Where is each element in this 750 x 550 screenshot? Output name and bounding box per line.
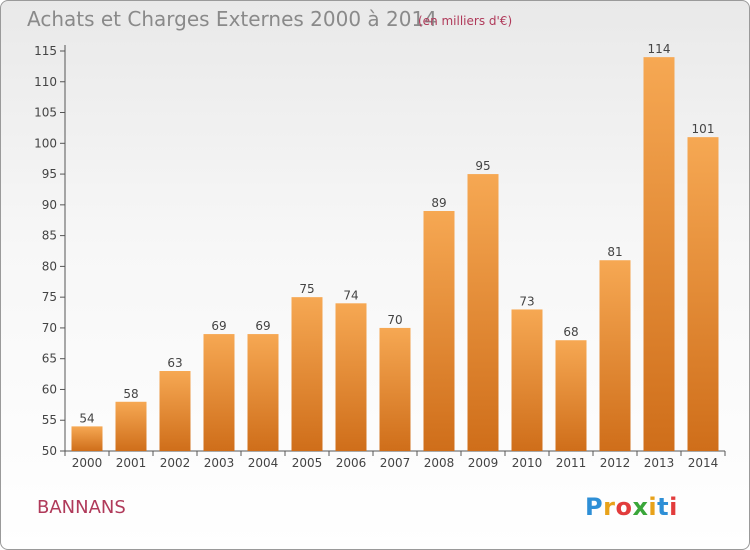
bar-value-label: 89 — [431, 196, 446, 210]
y-tick-label: 115 — [34, 44, 57, 58]
x-tick-label: 2007 — [380, 456, 411, 470]
x-tick-label: 2003 — [204, 456, 235, 470]
x-tick-label: 2014 — [688, 456, 719, 470]
bar — [115, 401, 147, 451]
bar — [379, 327, 411, 451]
bar-value-label: 114 — [648, 42, 671, 56]
bar-value-label: 58 — [123, 387, 138, 401]
bar-value-label: 73 — [519, 294, 534, 308]
y-tick-label: 85 — [42, 229, 57, 243]
proxiti-logo: Proxiti — [585, 493, 678, 521]
x-tick-label: 2012 — [600, 456, 631, 470]
bar — [599, 260, 631, 451]
x-tick-label: 2010 — [512, 456, 543, 470]
logo-letter: i — [648, 493, 658, 521]
y-tick-label: 75 — [42, 290, 57, 304]
bar — [247, 334, 279, 451]
x-tick-label: 2000 — [72, 456, 103, 470]
y-axis: 50 55 60 65 70 75 80 85 90 95 100 105 110 115 — [34, 44, 66, 458]
y-tick-label: 50 — [42, 444, 57, 458]
y-tick-label: 90 — [42, 198, 57, 212]
x-tick-label: 2008 — [424, 456, 455, 470]
bar-value-label: 63 — [167, 356, 182, 370]
bar — [71, 426, 103, 451]
bar — [423, 211, 455, 451]
y-tick-label: 100 — [34, 136, 57, 150]
bars: 54 58 63 69 69 75 74 70 89 95 73 68 81 114 101 — [71, 42, 719, 452]
logo-letter: P — [585, 493, 604, 521]
x-axis: 2000 2001 2002 2003 2004 2005 2006 2007 2008 2009… — [64, 450, 726, 470]
bar-value-label: 75 — [299, 282, 314, 296]
x-tick-label: 2001 — [116, 456, 147, 470]
bar-value-label: 70 — [387, 313, 402, 327]
bar-value-label: 69 — [211, 319, 226, 333]
bar-value-label: 69 — [255, 319, 270, 333]
y-tick-label: 95 — [42, 167, 57, 181]
bar — [467, 174, 499, 452]
bar-value-label: 95 — [475, 159, 490, 173]
bar-value-label: 54 — [79, 411, 94, 425]
bar — [159, 371, 191, 451]
x-tick-label: 2004 — [248, 456, 279, 470]
bar — [203, 334, 235, 451]
logo-letter: o — [615, 493, 633, 521]
bar-value-label: 68 — [563, 325, 578, 339]
bar — [643, 57, 675, 452]
x-tick-label: 2009 — [468, 456, 499, 470]
bar — [291, 297, 323, 451]
y-tick-label: 80 — [42, 259, 57, 273]
x-tick-label: 2013 — [644, 456, 675, 470]
x-tick-label: 2006 — [336, 456, 367, 470]
commune-name: BANNANS — [37, 497, 126, 518]
bar — [335, 303, 367, 451]
bar-value-label: 74 — [343, 288, 358, 302]
y-tick-label: 55 — [42, 413, 57, 427]
bar-value-label: 81 — [607, 245, 622, 259]
logo-letter: t — [657, 493, 670, 521]
y-tick-label: 110 — [34, 75, 57, 89]
y-tick-label: 105 — [34, 106, 57, 120]
logo-letter: r — [603, 493, 616, 521]
bar-value-label: 101 — [692, 122, 715, 136]
y-tick-label: 70 — [42, 321, 57, 335]
bar — [511, 309, 543, 451]
x-tick-label: 2005 — [292, 456, 323, 470]
y-tick-label: 60 — [42, 382, 57, 396]
x-tick-label: 2002 — [160, 456, 191, 470]
logo-letter: x — [632, 493, 649, 521]
bar — [555, 340, 587, 451]
logo-letter: i — [669, 493, 678, 521]
x-tick-label: 2011 — [556, 456, 587, 470]
y-tick-label: 65 — [42, 352, 57, 366]
bar — [687, 137, 719, 451]
chart-subtitle: (en milliers d'€) — [418, 14, 513, 28]
chart-title: Achats et Charges Externes 2000 à 2014 — [27, 7, 437, 31]
